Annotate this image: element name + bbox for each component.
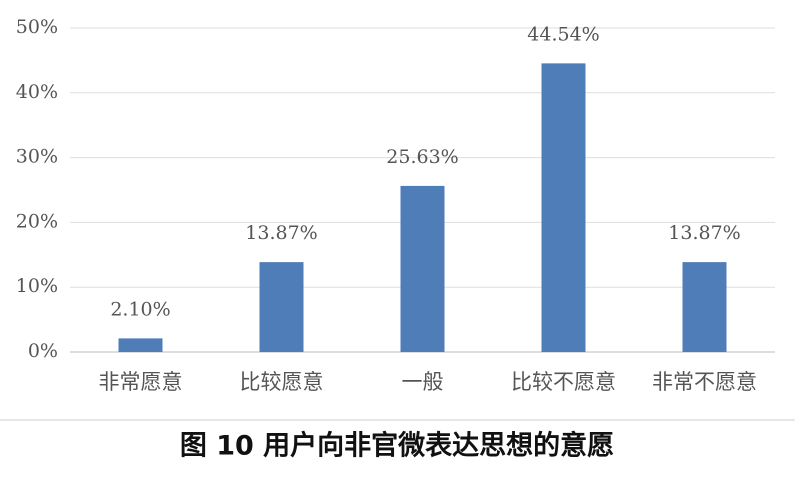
y-tick-label: 10%	[16, 275, 58, 297]
x-tick-label: 一般	[402, 370, 444, 394]
data-label: 25.63%	[386, 146, 458, 168]
x-tick-label: 比较不愿意	[511, 370, 616, 394]
data-label: 2.10%	[110, 298, 170, 320]
y-tick-label: 20%	[16, 210, 58, 232]
bar	[400, 185, 445, 352]
x-tick-label: 非常愿意	[99, 370, 183, 394]
bar	[259, 262, 304, 352]
y-tick-label: 50%	[16, 16, 58, 38]
data-label: 13.87%	[668, 222, 740, 244]
y-tick-label: 40%	[16, 81, 58, 103]
x-tick-label: 非常不愿意	[652, 370, 757, 394]
y-tick-label: 30%	[16, 146, 58, 168]
data-label: 13.87%	[245, 222, 317, 244]
y-tick-label: 0%	[28, 340, 58, 362]
bar	[118, 338, 163, 352]
bar	[541, 63, 586, 352]
data-label: 44.54%	[527, 23, 599, 45]
x-tick-label: 比较愿意	[240, 370, 324, 394]
bar	[682, 262, 727, 352]
chart-caption: 图 10 用户向非官微表达思想的意愿	[180, 430, 614, 462]
